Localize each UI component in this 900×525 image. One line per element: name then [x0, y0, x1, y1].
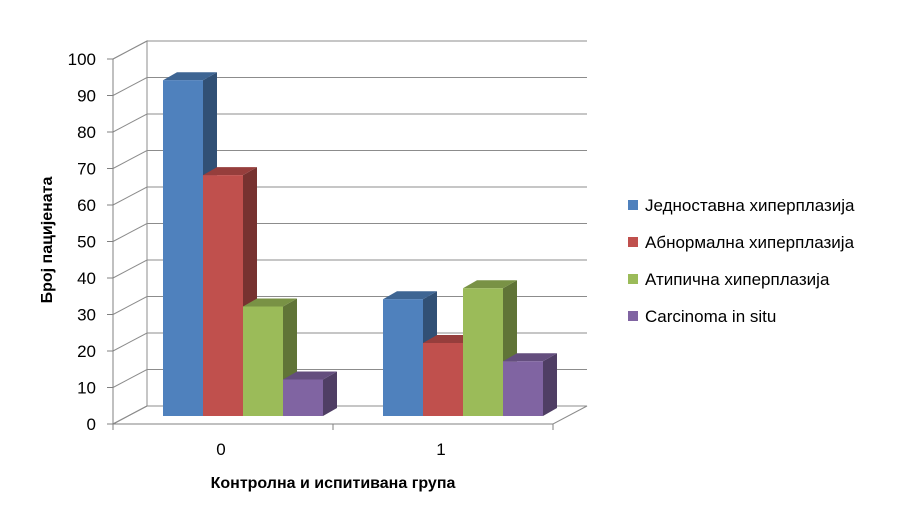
- gridline: [112, 332, 587, 352]
- y-tick-label: 40: [77, 269, 96, 288]
- x-tick-label: 1: [436, 440, 445, 459]
- bar: [503, 353, 557, 416]
- y-axis-title: Број пацијената: [39, 176, 56, 303]
- legend-swatch: [628, 311, 638, 321]
- bar-top: [383, 291, 437, 300]
- x-axis-title: Контролна и испитивана група: [211, 475, 456, 492]
- gridline: [112, 259, 587, 279]
- bar-top: [203, 167, 257, 176]
- bar: [243, 298, 297, 416]
- y-tick-label: 50: [77, 233, 96, 252]
- bar-front: [383, 299, 423, 416]
- legend-label: Једноставна хиперплазија: [645, 196, 855, 215]
- bar-side: [323, 371, 337, 416]
- bar-front: [203, 175, 243, 416]
- gridline: [112, 113, 587, 133]
- legend: Једноставна хиперплазија Абнормална хипер…: [628, 196, 855, 326]
- bar-top: [163, 72, 217, 81]
- y-tick-label: 80: [77, 123, 96, 142]
- legend-label: Carcinoma in situ: [645, 307, 776, 326]
- legend-swatch: [628, 274, 638, 284]
- bar-top: [463, 280, 517, 289]
- gridline: [112, 223, 587, 242]
- legend-swatch: [628, 200, 638, 210]
- legend-label: Абнормална хиперплазија: [645, 233, 855, 252]
- gridline: [112, 296, 587, 315]
- gridline: [112, 150, 587, 169]
- y-tick-labels: 0 10 20 30 40 50 60 70 80 90 100: [68, 50, 96, 434]
- y-tick-label: 90: [77, 87, 96, 106]
- legend-swatch: [628, 237, 638, 247]
- bar-front: [423, 343, 463, 416]
- legend-label: Атипична хиперплазија: [645, 270, 830, 289]
- x-tick-label: 0: [216, 440, 225, 459]
- bar-top: [503, 353, 557, 362]
- y-tick-label: 30: [77, 306, 96, 325]
- bar-front: [463, 288, 503, 416]
- y-tick-label: 0: [87, 415, 96, 434]
- bar: [383, 291, 437, 416]
- y-tick-label: 100: [68, 50, 96, 69]
- bar-front: [503, 361, 543, 416]
- y-tick-label: 60: [77, 196, 96, 215]
- bar-front: [163, 80, 203, 416]
- y-tick-label: 20: [77, 342, 96, 361]
- gridline: [112, 40, 587, 60]
- bar-front: [243, 306, 283, 416]
- bar: [283, 371, 337, 416]
- y-tick-label: 70: [77, 160, 96, 179]
- bar-side: [543, 353, 557, 416]
- axes: [107, 58, 554, 430]
- bar-top: [283, 371, 337, 380]
- bar-top: [243, 298, 297, 307]
- bar-front: [283, 379, 323, 416]
- gridline: [112, 186, 587, 206]
- gridline: [112, 77, 587, 96]
- bars: [163, 72, 557, 416]
- y-tick-label: 10: [77, 379, 96, 398]
- gridlines: [112, 40, 587, 425]
